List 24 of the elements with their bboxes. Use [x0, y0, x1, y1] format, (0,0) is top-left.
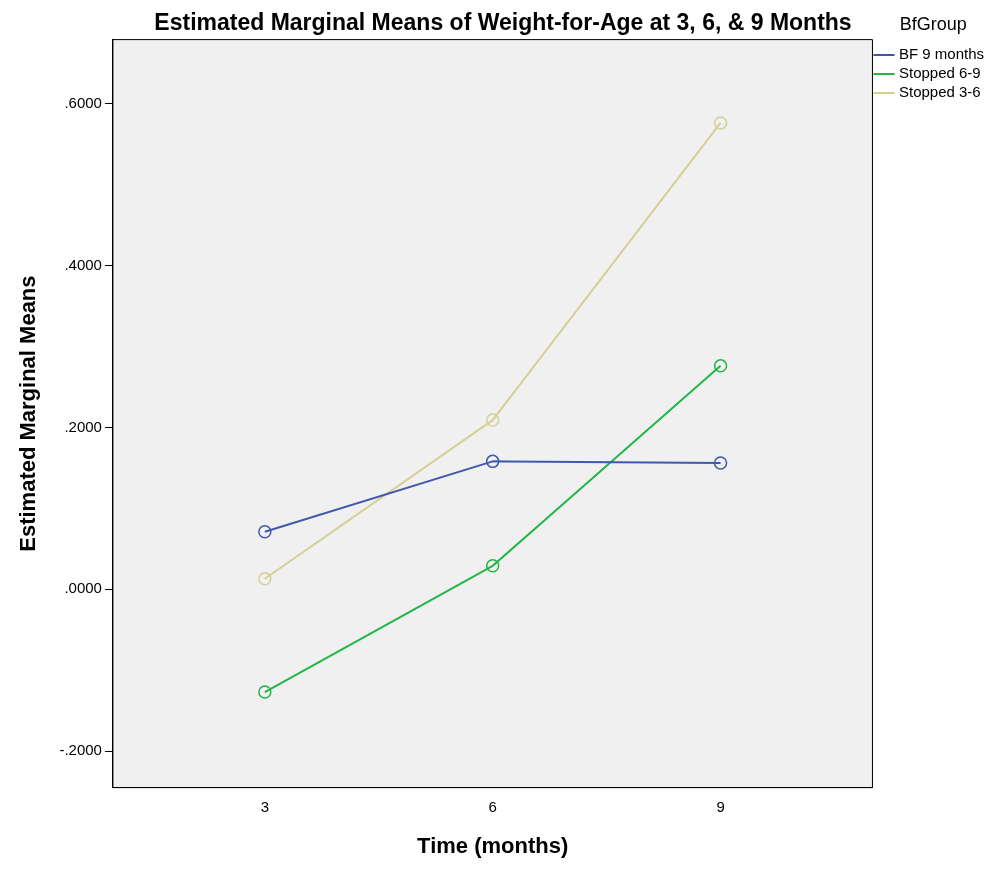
- y-tick-label: .6000: [64, 93, 102, 111]
- y-tick-label: .4000: [64, 255, 102, 273]
- x-tick-label: 9: [716, 797, 725, 815]
- x-tick-label: 3: [260, 797, 270, 815]
- point: [485, 413, 500, 427]
- point: [485, 454, 500, 469]
- y-axis-title: Estimated Marginal Means: [15, 275, 41, 552]
- point: [258, 685, 272, 699]
- point: [713, 116, 728, 130]
- point: [713, 456, 728, 470]
- y-tick-label: .2000: [64, 417, 102, 435]
- legend-label: Stopped 3-6: [898, 83, 981, 101]
- y-tick-label: .0000: [64, 579, 102, 597]
- x-axis-title: Time (months): [417, 832, 569, 858]
- point: [485, 559, 500, 573]
- x-tick-label: 6: [488, 797, 497, 815]
- point: [713, 359, 728, 373]
- point: [258, 525, 272, 539]
- point: [258, 571, 272, 586]
- legend-label: BF 9 months: [898, 45, 985, 63]
- legend-label: Stopped 6-9: [898, 64, 981, 82]
- legend-title: BfGroup: [899, 13, 967, 34]
- chart-title: Estimated Marginal Means of Weight-for-Age at 3, 6, & 9 Months: [154, 9, 852, 36]
- y-tick-label: -.2000: [59, 741, 102, 759]
